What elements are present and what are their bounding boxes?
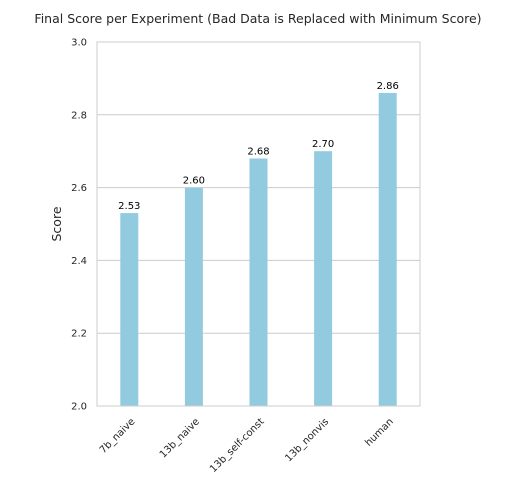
chart-title: Final Score per Experiment (Bad Data is … (34, 11, 481, 26)
data-labels: 2.53 2.60 2.68 2.70 2.86 (118, 81, 399, 212)
bar-13b_self-const (249, 158, 268, 406)
y-tick-labels: 2.0 2.2 2.4 2.6 2.8 3.0 (71, 38, 87, 413)
bar-13b_nonvis (314, 151, 333, 406)
y-tick-label: 2.0 (71, 402, 87, 413)
bar-human (378, 92, 397, 407)
plot-frame (96, 41, 421, 407)
y-tick-label: 2.2 (71, 329, 87, 340)
y-tick-label: 2.4 (71, 256, 87, 267)
bar-7b_naive (120, 213, 139, 406)
x-tick-label: 7b_naive (98, 416, 138, 456)
y-axis-label: Score (49, 206, 64, 241)
bar-13b_naive (184, 187, 203, 406)
data-label: 2.70 (312, 139, 334, 150)
y-tick-label: 3.0 (71, 38, 87, 49)
data-label: 2.53 (118, 201, 140, 212)
x-tick-label: 13b_naive (158, 416, 202, 460)
x-tick-label: 13b_self-const (208, 416, 267, 475)
x-tick-label: human (363, 416, 395, 448)
x-tick-labels: 7b_naive 13b_naive 13b_self-const 13b_nonvi… (98, 416, 396, 475)
y-tick-label: 2.8 (71, 110, 87, 121)
y-tick-label: 2.6 (71, 183, 87, 194)
x-tick-label: 13b_nonvis (283, 416, 331, 464)
data-label: 2.86 (377, 81, 399, 92)
data-label: 2.60 (183, 176, 205, 187)
bars (120, 92, 397, 407)
data-label: 2.68 (247, 146, 269, 157)
axes-frame (96, 41, 421, 407)
